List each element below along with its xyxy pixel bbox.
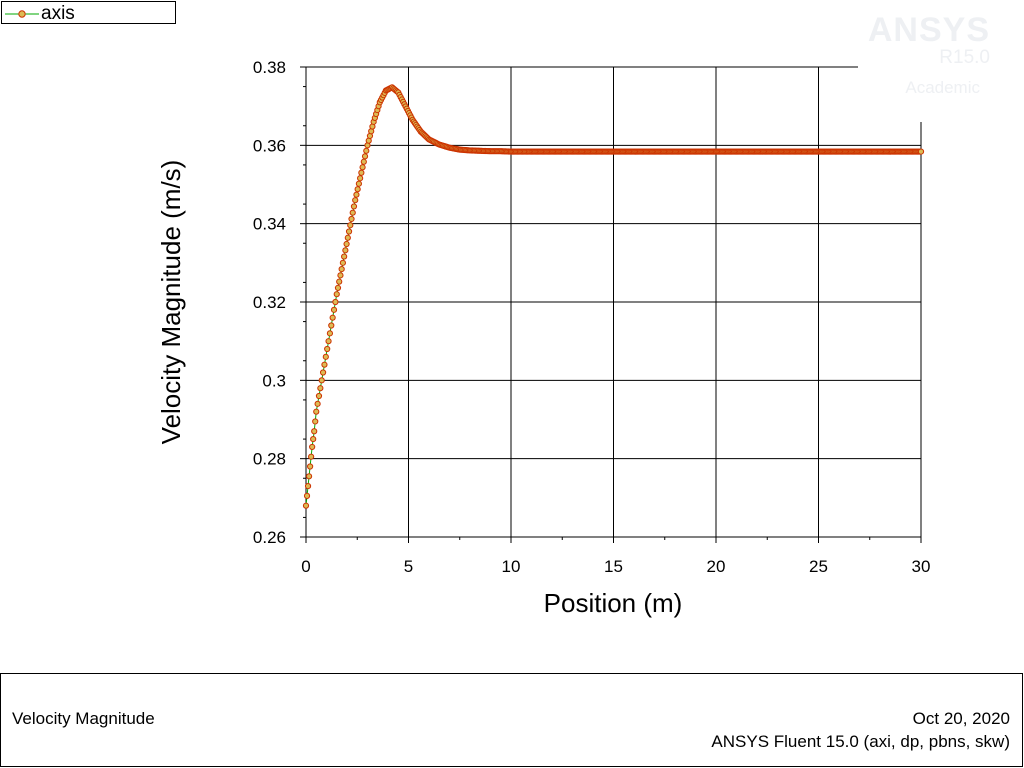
data-point [321, 361, 328, 368]
data-point [318, 377, 325, 384]
data-point [358, 169, 365, 176]
data-point [328, 322, 335, 329]
data-point [329, 314, 336, 321]
info-quantity: Velocity Magnitude [12, 709, 155, 728]
x-tick-label: 0 [301, 557, 310, 576]
data-point [347, 222, 354, 229]
data-point [336, 278, 343, 285]
data-point [338, 266, 345, 273]
data-point [305, 473, 313, 480]
data-point [311, 428, 318, 435]
info-solver: ANSYS Fluent 15.0 (axi, dp, pbns, skw) [711, 732, 1010, 751]
data-point [361, 153, 369, 160]
data-point [345, 228, 353, 235]
y-tick-label: 0.38 [253, 58, 286, 77]
legend-label: axis [41, 3, 75, 24]
data-point [333, 291, 340, 298]
y-tick-label: 0.34 [253, 215, 286, 234]
x-axis-label: Position (m) [544, 588, 683, 618]
data-point [334, 284, 342, 291]
data-point [342, 247, 349, 254]
y-tick-label: 0.28 [253, 450, 286, 469]
data-point [319, 369, 327, 376]
data-point [302, 502, 310, 509]
x-tick-label: 25 [809, 557, 828, 576]
data-point [310, 435, 317, 443]
data-point [339, 259, 346, 266]
y-tick-label: 0.26 [253, 528, 286, 547]
x-tick-label: 10 [502, 557, 521, 576]
data-point [354, 186, 361, 193]
info-date: Oct 20, 2020 [912, 709, 1010, 728]
axis-tick-labels: 0 5 10 15 20 25 30 0.26 0.28 0.3 0.32 0.34 0.36 0.38 [253, 58, 931, 576]
x-tick-label: 5 [404, 557, 413, 576]
data-point [330, 306, 338, 313]
axis-ticks [300, 66, 922, 543]
data-point [317, 385, 324, 392]
data-point [312, 418, 319, 425]
data-point [307, 463, 314, 470]
data-point [363, 147, 370, 154]
data-point [360, 158, 367, 165]
data-point [341, 253, 348, 260]
data-point [349, 209, 356, 216]
data-point [350, 203, 358, 210]
data-point [309, 443, 316, 451]
data-point [303, 492, 311, 499]
data-point [337, 272, 344, 279]
data-point [314, 400, 321, 407]
legend-marker-icon [5, 10, 39, 18]
legend: axis [1, 1, 176, 24]
y-tick-label: 0.36 [253, 136, 286, 155]
data-point [313, 408, 320, 415]
data-point [355, 180, 362, 187]
data-point [353, 191, 360, 198]
plot-grid [306, 66, 922, 537]
data-point [324, 345, 331, 353]
y-tick-label: 0.32 [253, 293, 286, 312]
data-point [348, 215, 355, 223]
data-point [325, 338, 332, 345]
data-series [302, 84, 925, 509]
data-point [343, 240, 350, 248]
x-tick-label: 15 [604, 557, 623, 576]
data-point [326, 330, 334, 337]
y-tick-label: 0.3 [262, 371, 286, 390]
y-axis-label: Velocity Magnitude (m/s) [156, 160, 186, 445]
xy-plot: 0 5 10 15 20 25 300.260.280.30.320.340.360.38 … [156, 58, 931, 618]
data-point [308, 453, 315, 460]
data-point [322, 353, 329, 360]
data-point [917, 148, 925, 155]
data-point [304, 482, 312, 490]
data-point [315, 392, 323, 400]
x-tick-label: 20 [707, 557, 726, 576]
data-point [357, 175, 364, 182]
info-panel: Velocity Magnitude Oct 20, 2020 ANSYS Fl… [0, 673, 1023, 767]
data-point [352, 197, 359, 204]
x-tick-label: 30 [912, 557, 931, 576]
data-point [332, 298, 339, 306]
data-point [344, 234, 351, 241]
data-point [359, 164, 366, 171]
